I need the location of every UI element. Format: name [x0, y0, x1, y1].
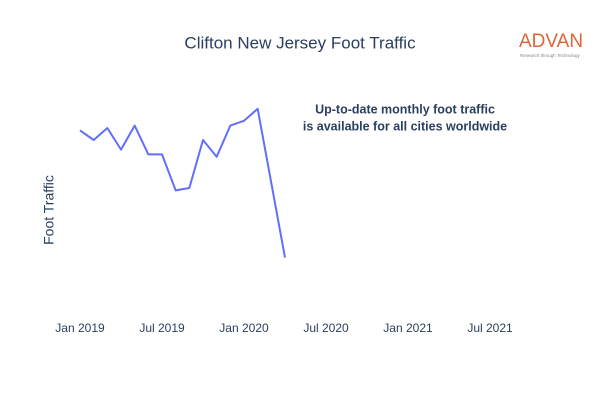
y-axis-label: Foot Traffic: [41, 175, 57, 245]
x-tick-label: Jan 2021: [383, 321, 433, 335]
annotation: Up-to-date monthly foot traffic: [315, 102, 495, 116]
x-tick-label: Jul 2020: [303, 321, 349, 335]
logo-tagline: Research through Technology: [520, 53, 580, 58]
annotation: is available for all cities worldwide: [303, 119, 507, 133]
x-tick-label: Jan 2020: [219, 321, 269, 335]
chart-title: Clifton New Jersey Foot Traffic: [184, 33, 416, 52]
data-line: [79, 107, 286, 258]
x-tick-label: Jul 2019: [139, 321, 185, 335]
x-tick-label: Jul 2021: [467, 321, 513, 335]
x-tick-label: Jan 2019: [55, 321, 105, 335]
logo: ADVAN: [519, 31, 583, 52]
